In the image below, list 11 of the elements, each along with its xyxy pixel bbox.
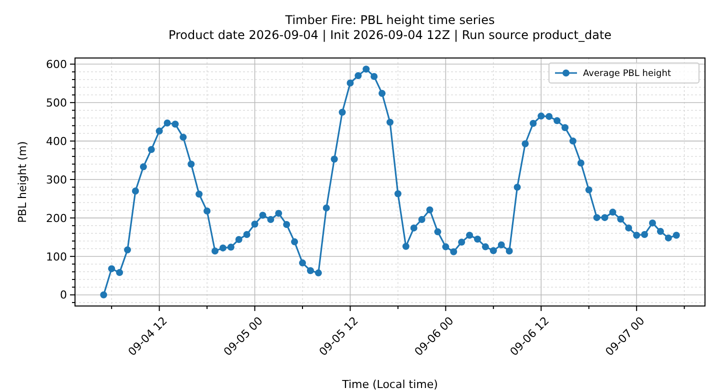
y-tick-label: 400	[46, 134, 67, 148]
y-tick-label: 0	[60, 288, 67, 302]
y-axis-title: PBL height (m)	[16, 141, 29, 223]
y-tick-label: 100	[46, 250, 67, 264]
y-tick-label: 500	[46, 96, 67, 110]
y-tick-label: 300	[46, 173, 67, 186]
y-tick-label: 600	[46, 58, 67, 71]
chart-title: Timber Fire: PBL height time series Product date 2026-09-04 | Init 2026-09-04 12Z | Run source product_date	[168, 13, 612, 42]
legend-label: Average PBL height	[583, 69, 672, 80]
x-axis-title: Time (Local time)	[341, 378, 438, 390]
y-tick-label: 200	[46, 212, 67, 225]
